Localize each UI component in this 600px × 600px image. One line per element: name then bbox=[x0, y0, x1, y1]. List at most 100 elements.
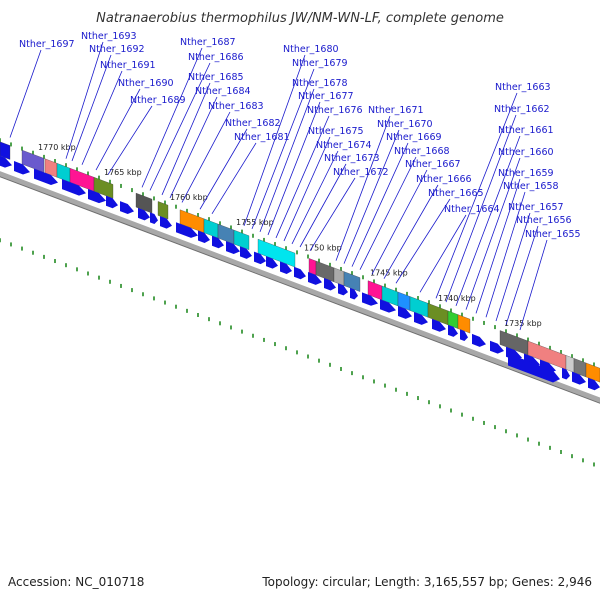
feature-block bbox=[157, 201, 169, 220]
cds-arrow bbox=[338, 283, 348, 296]
cds-arrow bbox=[150, 212, 158, 225]
cds-arrow bbox=[324, 278, 336, 291]
gene-label: Nther_1664 bbox=[444, 204, 500, 215]
gene-label: Nther_1657 bbox=[508, 202, 564, 213]
cds-arrow bbox=[14, 161, 30, 175]
gene-label: Nther_1690 bbox=[118, 78, 174, 89]
cds-arrow bbox=[562, 367, 570, 380]
cds-arrow bbox=[240, 246, 252, 259]
cds-arrow bbox=[106, 195, 118, 209]
gene-label: Nther_1687 bbox=[180, 37, 236, 48]
kbp-label: 1765 kbp bbox=[104, 168, 142, 177]
gene-label: Nther_1684 bbox=[195, 86, 251, 97]
label-leader-line bbox=[299, 163, 347, 248]
gene-label: Nther_1676 bbox=[307, 105, 363, 116]
cds-arrow bbox=[460, 329, 468, 342]
label-leader-line bbox=[9, 49, 42, 138]
label-leader-line bbox=[199, 128, 248, 210]
label-leader-line bbox=[371, 169, 428, 275]
label-leader-line bbox=[395, 198, 451, 284]
genome-backbone bbox=[0, 171, 600, 404]
gene-label: Nther_1672 bbox=[333, 167, 389, 178]
cds-arrow bbox=[308, 272, 322, 285]
kbp-label: 1750 kbp bbox=[304, 244, 342, 253]
feature-block bbox=[565, 355, 575, 373]
cds-arrow bbox=[254, 251, 266, 265]
label-leader-line bbox=[505, 225, 539, 325]
cds-arrow bbox=[176, 222, 198, 238]
label-leader-line bbox=[455, 135, 521, 307]
gene-label: Nther_1683 bbox=[208, 101, 264, 112]
label-leader-line bbox=[359, 156, 417, 270]
cds-arrow bbox=[490, 340, 504, 354]
gene-label: Nther_1666 bbox=[416, 174, 472, 185]
feature-block bbox=[457, 314, 471, 334]
feature-block bbox=[93, 177, 114, 199]
cds-arrow bbox=[138, 207, 150, 221]
gene-label: Nther_1660 bbox=[498, 147, 554, 158]
label-leader-line bbox=[141, 47, 203, 188]
cds-arrow bbox=[160, 216, 172, 229]
feature-block bbox=[257, 238, 296, 268]
backbone-shadow bbox=[0, 176, 600, 404]
backbone-bar bbox=[0, 171, 600, 403]
cds-arrow bbox=[380, 299, 396, 313]
label-leader-line bbox=[81, 70, 123, 165]
cds-arrow bbox=[448, 324, 458, 337]
cds-arrow bbox=[588, 377, 600, 391]
cds-arrow bbox=[572, 371, 586, 385]
kbp-label: 1740 kbp bbox=[438, 294, 476, 303]
kbp-label: 1735 kbp bbox=[504, 319, 542, 328]
gene-label: Nther_1669 bbox=[386, 132, 442, 143]
gene-label: Nther_1661 bbox=[498, 125, 554, 136]
feature-block bbox=[135, 192, 153, 214]
label-leader-line bbox=[149, 62, 211, 191]
label-leader-line bbox=[335, 115, 391, 261]
gene-label: Nther_1680 bbox=[283, 44, 339, 55]
label-leader-line bbox=[291, 150, 339, 245]
label-leader-line bbox=[211, 142, 257, 214]
label-leader-line bbox=[475, 178, 521, 314]
gene-label: Nther_1678 bbox=[292, 78, 348, 89]
feature-block bbox=[585, 362, 600, 383]
gene-label: Nther_1658 bbox=[503, 181, 559, 192]
feature-block bbox=[233, 229, 250, 250]
gene-label: Nther_1663 bbox=[495, 82, 551, 93]
feature-block bbox=[308, 258, 317, 276]
gene-label: Nther_1667 bbox=[405, 159, 461, 170]
label-leader-line bbox=[283, 136, 331, 242]
gene-label: Nther_1675 bbox=[308, 126, 364, 137]
gene-label: Nther_1659 bbox=[498, 168, 554, 179]
feature-block bbox=[333, 267, 345, 286]
feature-track bbox=[0, 141, 600, 383]
label-leader-line bbox=[351, 142, 409, 267]
cds-arrow bbox=[266, 256, 278, 269]
gene-label: Nther_1673 bbox=[324, 153, 380, 164]
cds-track bbox=[0, 155, 600, 391]
cds-arrow bbox=[508, 353, 560, 383]
label-leader-line bbox=[267, 101, 321, 236]
label-leader-line bbox=[251, 68, 315, 230]
cds-arrow bbox=[362, 292, 378, 306]
label-leader-line bbox=[275, 115, 330, 239]
label-leader-line bbox=[485, 191, 526, 318]
accession-label: Accession: NC_010718 bbox=[8, 575, 144, 589]
kbp-label: 1770 kbp bbox=[38, 143, 76, 152]
topology-label: Topology: circular; Length: 3,165,557 bp… bbox=[261, 575, 592, 589]
gene-label: Nther_1686 bbox=[188, 52, 244, 63]
label-leader-line bbox=[95, 88, 141, 171]
genome-title: Natranaerobius thermophilus JW/NM-WN-LF,… bbox=[96, 11, 504, 26]
label-leader-line bbox=[243, 54, 306, 226]
gene-label: Nther_1665 bbox=[428, 188, 484, 199]
gene-label: Nther_1685 bbox=[188, 72, 244, 83]
gene-label: Nther_1691 bbox=[100, 60, 156, 71]
cds-arrow bbox=[280, 261, 292, 274]
label-leader-line bbox=[161, 82, 211, 196]
feature-block bbox=[56, 163, 71, 183]
gene-label: Nther_1679 bbox=[292, 58, 348, 69]
cds-arrow bbox=[212, 235, 224, 249]
gene-label: Nther_1668 bbox=[394, 146, 450, 157]
kbp-label: 1745 kbp bbox=[370, 268, 408, 277]
cds-arrow bbox=[88, 188, 106, 204]
gene-label: Nther_1697 bbox=[19, 39, 75, 50]
